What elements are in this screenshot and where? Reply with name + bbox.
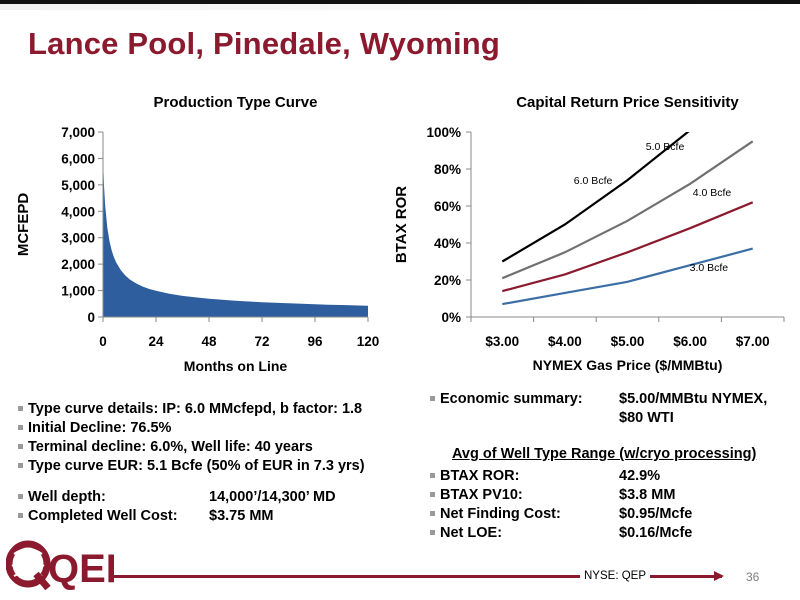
y-tick-label: 6,000 <box>61 151 95 166</box>
footer-line <box>110 575 722 578</box>
x-axis-label: Months on Line <box>184 358 288 374</box>
economic-summary: Economic summary: $5.00/MMBtu NYMEX, $80 W… <box>430 390 767 430</box>
production-type-curve-chart: Production Type Curve Months on Line MCFEP… <box>15 94 380 374</box>
well-metrics-list: BTAX ROR: 42.9% BTAX PV10: $3.8 MM Net Fin… <box>430 467 692 543</box>
page-number: 36 <box>746 570 760 584</box>
y-tick-label: 20% <box>434 273 461 288</box>
series-label: 5.0 Bcfe <box>646 141 685 153</box>
y-tick-label: 100% <box>426 125 461 140</box>
bullet-square-icon <box>18 463 23 468</box>
x-tick-label: $7.00 <box>736 334 770 349</box>
economic-summary-item: Economic summary: $5.00/MMBtu NYMEX, $80 W… <box>430 390 767 430</box>
chart-title: Capital Return Price Sensitivity <box>516 94 739 111</box>
x-axis-label: NYMEX Gas Price ($/MMBtu) <box>533 357 723 373</box>
series-label: 6.0 Bcfe <box>574 175 613 187</box>
series-line <box>502 247 753 306</box>
avg-well-type-heading: Avg of Well Type Range (w/cryo processin… <box>452 446 757 462</box>
logo-text: QEP. <box>48 547 114 591</box>
qep-logo: QEP. <box>6 540 114 591</box>
detail-item-terminal-decline: Terminal decline: 6.0%, Well life: 40 ye… <box>18 438 365 457</box>
series-label: 3.0 Bcfe <box>690 262 729 274</box>
chart-title: Production Type Curve <box>154 94 318 111</box>
bullet-square-icon <box>18 494 23 499</box>
series-line <box>501 132 690 263</box>
y-axis-label: BTAX ROR <box>393 186 410 263</box>
bullet-square-icon <box>430 473 435 478</box>
detail-item-initial-decline: Initial Decline: 76.5% <box>18 419 365 438</box>
type-curve-details-list: Type curve details: IP: 6.0 MMcfepd, b f… <box>18 400 365 526</box>
slide-title: Lance Pool, Pinedale, Wyoming <box>28 26 501 61</box>
series-label: 4.0 Bcfe <box>693 187 732 199</box>
y-tick-label: 2,000 <box>61 257 95 272</box>
y-tick-label: 7,000 <box>61 125 95 140</box>
x-tick-label: 96 <box>307 334 323 349</box>
x-tick-label: 72 <box>254 334 269 349</box>
bullet-square-icon <box>18 444 23 449</box>
x-tick-label: 24 <box>148 334 164 349</box>
footer-arrow-icon <box>714 571 724 581</box>
series-line <box>502 201 754 293</box>
top-border <box>0 0 800 4</box>
metric-btax-pv10: BTAX PV10: $3.8 MM <box>430 486 675 505</box>
production-area <box>103 158 368 317</box>
bullet-square-icon <box>430 396 435 401</box>
bullet-square-icon <box>430 530 435 535</box>
y-tick-label: 60% <box>434 199 461 214</box>
y-tick-label: 40% <box>434 236 461 251</box>
x-tick-label: 48 <box>201 334 217 349</box>
bullet-square-icon <box>430 492 435 497</box>
metric-btax-ror: BTAX ROR: 42.9% <box>430 467 660 486</box>
bullet-square-icon <box>18 513 23 518</box>
metric-net-loe: Net LOE: $0.16/Mcfe <box>430 524 692 543</box>
ticker-label: NYSE: QEP <box>580 570 650 582</box>
y-axis-label: MCFEPD <box>15 193 32 257</box>
detail-item-type-curve: Type curve details: IP: 6.0 MMcfepd, b f… <box>18 400 365 419</box>
bullet-square-icon <box>18 406 23 411</box>
x-tick-label: $3.00 <box>485 334 519 349</box>
series-line <box>501 140 754 280</box>
x-tick-label: $5.00 <box>611 334 645 349</box>
detail-item-well-depth: Well depth: 14,000’/14,300’ MD <box>18 488 365 507</box>
detail-item-well-cost: Completed Well Cost: $3.75 MM <box>18 507 365 526</box>
bullet-square-icon <box>18 425 23 430</box>
y-tick-label: 0 <box>87 310 95 325</box>
x-tick-label: $4.00 <box>548 334 582 349</box>
y-tick-label: 5,000 <box>61 178 95 193</box>
y-tick-label: 80% <box>434 162 461 177</box>
y-tick-label: 4,000 <box>61 204 95 219</box>
y-tick-label: 0% <box>441 310 461 325</box>
x-tick-label: $6.00 <box>673 334 707 349</box>
y-tick-label: 1,000 <box>61 284 95 299</box>
detail-item-type-curve-eur: Type curve EUR: 5.1 Bcfe (50% of EUR in … <box>18 457 365 476</box>
top-border-accent <box>0 4 800 10</box>
capital-return-sensitivity-chart: Capital Return Price Sensitivity NYMEX Ga… <box>393 94 785 373</box>
metric-net-finding-cost: Net Finding Cost: $0.95/Mcfe <box>430 505 692 524</box>
x-tick-label: 0 <box>99 334 107 349</box>
y-tick-label: 3,000 <box>61 231 95 246</box>
bullet-square-icon <box>430 511 435 516</box>
x-tick-label: 120 <box>357 334 380 349</box>
